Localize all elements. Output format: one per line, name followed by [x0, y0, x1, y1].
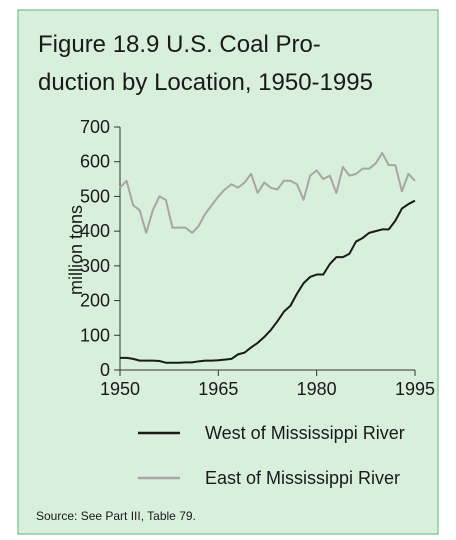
x-tick-label: 1950: [100, 379, 140, 399]
x-tick-label: 1980: [297, 379, 337, 399]
chart-title-line: duction by Location, 1950-1995: [38, 69, 373, 96]
y-tick-label: 600: [80, 152, 110, 172]
y-tick-label: 500: [80, 186, 110, 206]
figure-panel: [17, 9, 439, 535]
y-tick-label: 100: [80, 325, 110, 345]
y-tick-label: 200: [80, 291, 110, 311]
source-note: Source: See Part III, Table 79.: [36, 509, 196, 523]
data-line: [119, 152, 416, 234]
data-line: [120, 199, 416, 364]
y-tick-label: 400: [80, 221, 110, 241]
x-tick-label: 1995: [395, 379, 435, 399]
y-tick-label: 300: [80, 256, 110, 276]
legend-label: East of Mississippi River: [205, 468, 400, 488]
y-axis-label: million tons: [66, 205, 86, 295]
chart-title-line: Figure 18.9 U.S. Coal Pro-: [38, 31, 321, 58]
x-tick-label: 1965: [198, 379, 238, 399]
legend-label: West of Mississippi River: [205, 423, 405, 443]
y-tick-label: 700: [80, 117, 110, 137]
y-tick-label: 0: [100, 360, 110, 380]
